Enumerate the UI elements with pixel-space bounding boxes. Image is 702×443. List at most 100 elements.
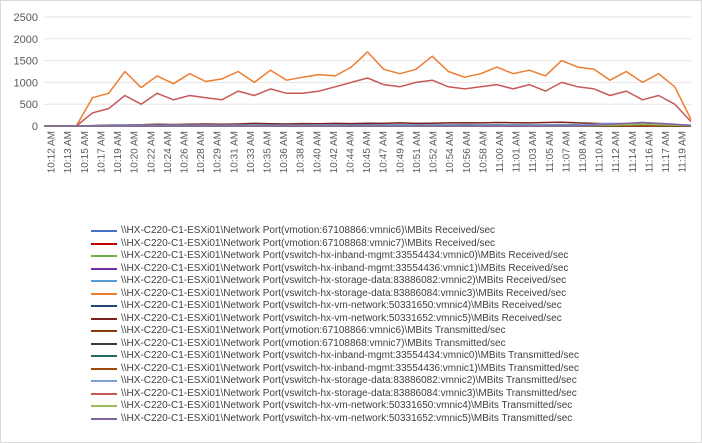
legend-label: \\HX-C220-C1-ESXi01\Network Port(vswitch… (121, 362, 579, 374)
y-tick-label: 2000 (14, 34, 38, 46)
x-axis-ticks: 10:12 AM 10:13 AM 10:15 AM 10:17 AM 10:19 AM… (47, 131, 689, 173)
legend-swatch (91, 417, 117, 420)
y-tick-label: 1000 (14, 77, 38, 89)
legend-swatch (91, 305, 117, 308)
legend-item: \\HX-C220-C1-ESXi01\Network Port(vmotion… (91, 338, 579, 351)
gridlines (44, 16, 691, 127)
x-tick-label: 10:12 AM (47, 131, 58, 173)
x-tick-label: 11:08 AM (578, 131, 589, 173)
legend-swatch (91, 380, 117, 383)
legend-label: \\HX-C220-C1-ESXi01\Network Port(vswitch… (121, 250, 569, 261)
legend-swatch (91, 255, 117, 258)
legend-label: \\HX-C220-C1-ESXi01\Network Port(vswitch… (121, 350, 579, 361)
legend-swatch (91, 392, 117, 395)
x-tick-label: 11:12 AM (611, 131, 622, 173)
y-tick-label: 500 (20, 99, 38, 111)
x-tick-label: 11:17 AM (661, 131, 672, 173)
x-tick-label: 11:05 AM (545, 131, 556, 173)
legend-label: \\HX-C220-C1-ESXi01\Network Port(vswitch… (121, 387, 577, 399)
legend-swatch (91, 317, 117, 320)
x-tick-label: 10:35 AM (263, 131, 274, 173)
legend-item: \\HX-C220-C1-ESXi01\Network Port(vswitch… (91, 363, 579, 376)
x-tick-label: 10:13 AM (63, 131, 74, 173)
legend-label: \\HX-C220-C1-ESXi01\Network Port(vmotion… (121, 337, 506, 349)
x-tick-label: 10:44 AM (346, 131, 357, 173)
x-tick-label: 10:15 AM (80, 131, 91, 173)
legend-swatch (91, 367, 117, 370)
legend-label: \\HX-C220-C1-ESXi01\Network Port(vswitch… (121, 262, 569, 274)
legend-item: \\HX-C220-C1-ESXi01\Network Port(vswitch… (91, 350, 579, 363)
x-tick-label: 10:38 AM (296, 131, 307, 173)
legend-item: \\HX-C220-C1-ESXi01\Network Port(vswitch… (91, 250, 579, 263)
x-tick-label: 10:58 AM (478, 131, 489, 173)
legend-label: \\HX-C220-C1-ESXi01\Network Port(vmotion… (121, 237, 496, 249)
series-line-16 (44, 121, 692, 127)
legend-item: \\HX-C220-C1-ESXi01\Network Port(vswitch… (91, 300, 579, 313)
y-tick-label: 2500 (14, 12, 38, 24)
legend-label: \\HX-C220-C1-ESXi01\Network Port(vswitch… (121, 275, 567, 286)
legend-item: \\HX-C220-C1-ESXi01\Network Port(vswitch… (91, 313, 579, 326)
legend-swatch (91, 330, 117, 333)
x-tick-label: 10:42 AM (329, 131, 340, 173)
legend-swatch (91, 230, 117, 233)
legend-label: \\HX-C220-C1-ESXi01\Network Port(vswitch… (121, 400, 573, 411)
legend-item: \\HX-C220-C1-ESXi01\Network Port(vswitch… (91, 263, 579, 276)
series-line-6 (44, 51, 692, 127)
y-tick-label: 1500 (14, 56, 38, 68)
x-tick-label: 11:01 AM (512, 131, 523, 173)
legend-swatch (91, 405, 117, 408)
legend-label: \\HX-C220-C1-ESXi01\Network Port(vswitch… (121, 375, 577, 386)
x-tick-label: 10:51 AM (412, 131, 423, 173)
x-tick-label: 10:26 AM (179, 131, 190, 173)
x-tick-label: 10:19 AM (113, 131, 124, 173)
legend-item: \\HX-C220-C1-ESXi01\Network Port(vswitch… (91, 288, 579, 301)
x-tick-label: 10:24 AM (163, 131, 174, 173)
legend-label: \\HX-C220-C1-ESXi01\Network Port(vswitch… (121, 300, 562, 311)
legend-swatch (91, 292, 117, 295)
x-tick-label: 10:28 AM (196, 131, 207, 173)
x-tick-label: 10:52 AM (429, 131, 440, 173)
x-tick-label: 10:20 AM (130, 131, 141, 173)
legend-label: \\HX-C220-C1-ESXi01\Network Port(vmotion… (121, 325, 506, 336)
x-tick-label: 11:16 AM (644, 131, 655, 173)
y-axis-ticks: 0 500 1000 1500 2000 2500 (14, 12, 38, 133)
x-tick-label: 11:00 AM (495, 131, 506, 173)
legend-item: \\HX-C220-C1-ESXi01\Network Port(vswitch… (91, 375, 579, 388)
legend-label: \\HX-C220-C1-ESXi01\Network Port(vmotion… (121, 225, 496, 236)
legend-swatch (91, 267, 117, 270)
x-tick-label: 10:49 AM (395, 131, 406, 173)
series-lines (44, 51, 692, 127)
x-tick-label: 10:47 AM (379, 131, 390, 173)
x-tick-label: 10:31 AM (229, 131, 240, 173)
x-tick-label: 10:56 AM (462, 131, 473, 173)
legend-label: \\HX-C220-C1-ESXi01\Network Port(vswitch… (121, 312, 562, 324)
x-tick-label: 10:45 AM (362, 131, 373, 173)
x-tick-label: 11:10 AM (595, 131, 606, 173)
x-tick-label: 10:36 AM (279, 131, 290, 173)
x-tick-label: 10:54 AM (445, 131, 456, 173)
x-tick-label: 11:07 AM (561, 131, 572, 173)
legend-item: \\HX-C220-C1-ESXi01\Network Port(vmotion… (91, 238, 579, 251)
x-tick-label: 10:33 AM (246, 131, 257, 173)
legend-item: \\HX-C220-C1-ESXi01\Network Port(vswitch… (91, 388, 579, 401)
legend-swatch (91, 242, 117, 245)
x-tick-label: 10:17 AM (96, 131, 107, 173)
legend-item: \\HX-C220-C1-ESXi01\Network Port(vswitch… (91, 400, 579, 413)
legend-swatch (91, 342, 117, 345)
legend-item: \\HX-C220-C1-ESXi01\Network Port(vswitch… (91, 275, 579, 288)
x-tick-label: 11:03 AM (528, 131, 539, 173)
series-line-13 (44, 121, 692, 127)
legend-label: \\HX-C220-C1-ESXi01\Network Port(vswitch… (121, 287, 567, 299)
legend-swatch (91, 280, 117, 283)
x-tick-label: 10:22 AM (146, 131, 157, 173)
series-line-14 (44, 77, 692, 127)
legend-item: \\HX-C220-C1-ESXi01\Network Port(vmotion… (91, 225, 579, 238)
legend-item: \\HX-C220-C1-ESXi01\Network Port(vmotion… (91, 325, 579, 338)
x-tick-label: 11:14 AM (628, 131, 639, 173)
legend-swatch (91, 355, 117, 358)
x-tick-label: 10:29 AM (213, 131, 224, 173)
legend-item: \\HX-C220-C1-ESXi01\Network Port(vswitch… (91, 413, 579, 426)
y-tick-label: 0 (32, 121, 38, 133)
